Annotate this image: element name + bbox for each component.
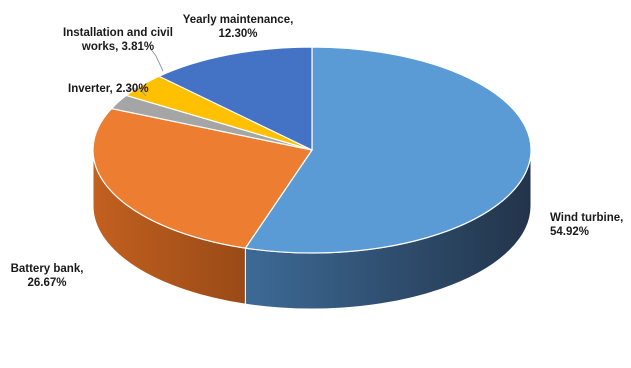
- data-label-line: Battery bank,: [11, 263, 84, 275]
- data-labels: Wind turbine, 54.92% Battery bank, 26.67% In…: [11, 14, 624, 289]
- data-label-line: 26.67%: [27, 277, 66, 289]
- data-label-line: Installation and civil: [63, 27, 173, 39]
- data-label-line: works, 3.81%: [81, 41, 154, 53]
- slice-battery-bank: [92, 107, 313, 249]
- data-label-battery-bank: Battery bank, 26.67%: [11, 263, 84, 289]
- data-label-line: 54.92%: [550, 226, 589, 238]
- pie-top-faces: [92, 46, 532, 254]
- data-label-installation-and-civil-works: Installation and civil works, 3.81%: [63, 27, 173, 53]
- data-label-line: Yearly maintenance,: [183, 14, 294, 26]
- leader-line-installation-and-civil-works: [149, 47, 164, 72]
- data-label-inverter: Inverter, 2.30%: [68, 83, 149, 95]
- data-label-line: 12.30%: [218, 28, 257, 40]
- data-label-line: Wind turbine,: [550, 212, 623, 224]
- slice-yearly-maintenance: [158, 46, 313, 151]
- data-label-wind-turbine: Wind turbine, 54.92%: [550, 212, 623, 238]
- label-leader-lines: [128, 47, 164, 97]
- slice-wind-turbine: [244, 46, 532, 254]
- data-label-yearly-maintenance: Yearly maintenance, 12.30%: [183, 14, 294, 40]
- data-label-line: Inverter, 2.30%: [68, 83, 149, 95]
- leader-line-inverter: [128, 88, 147, 97]
